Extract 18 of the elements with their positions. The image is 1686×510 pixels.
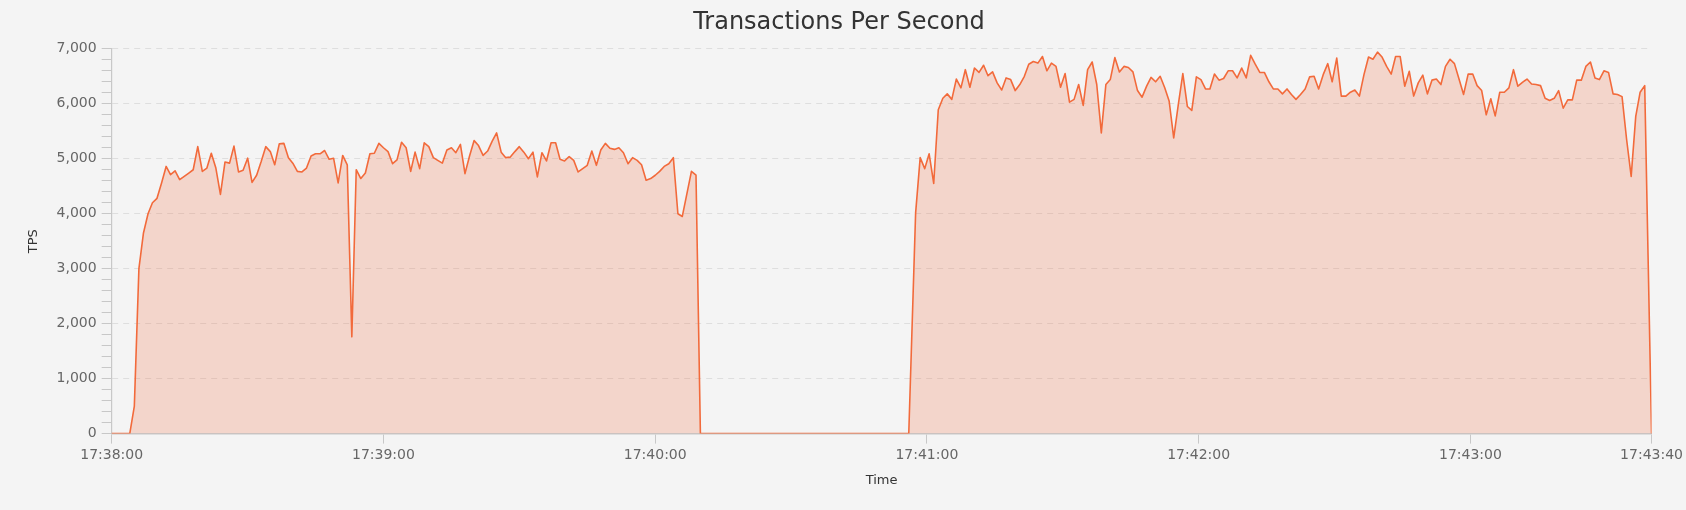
y-tick-label: 1,000 bbox=[56, 369, 97, 386]
x-tick-label: 17:43:00 bbox=[1438, 445, 1502, 462]
x-tick-label: 17:41:00 bbox=[895, 445, 959, 462]
x-tick-label: 17:40:00 bbox=[623, 445, 687, 462]
x-tick-label: 17:42:00 bbox=[1167, 445, 1231, 462]
y-tick-label: 0 bbox=[87, 424, 97, 441]
y-tick-label: 6,000 bbox=[56, 94, 97, 111]
x-tick-label: 17:38:00 bbox=[80, 445, 144, 462]
x-tick-label: 17:39:00 bbox=[352, 445, 415, 462]
y-tick-label: 3,000 bbox=[56, 259, 97, 276]
y-tick-label: 2,000 bbox=[56, 314, 97, 331]
y-tick-label: 4,000 bbox=[56, 204, 97, 221]
y-tick-label: 5,000 bbox=[56, 149, 97, 166]
x-axis-title: Time bbox=[864, 471, 898, 487]
y-tick-label: 7,000 bbox=[56, 39, 97, 56]
x-tick-label: 17:43:40 bbox=[1620, 445, 1684, 462]
y-axis-title: TPS bbox=[25, 229, 41, 255]
chart-title: Transactions Per Second bbox=[692, 6, 985, 35]
